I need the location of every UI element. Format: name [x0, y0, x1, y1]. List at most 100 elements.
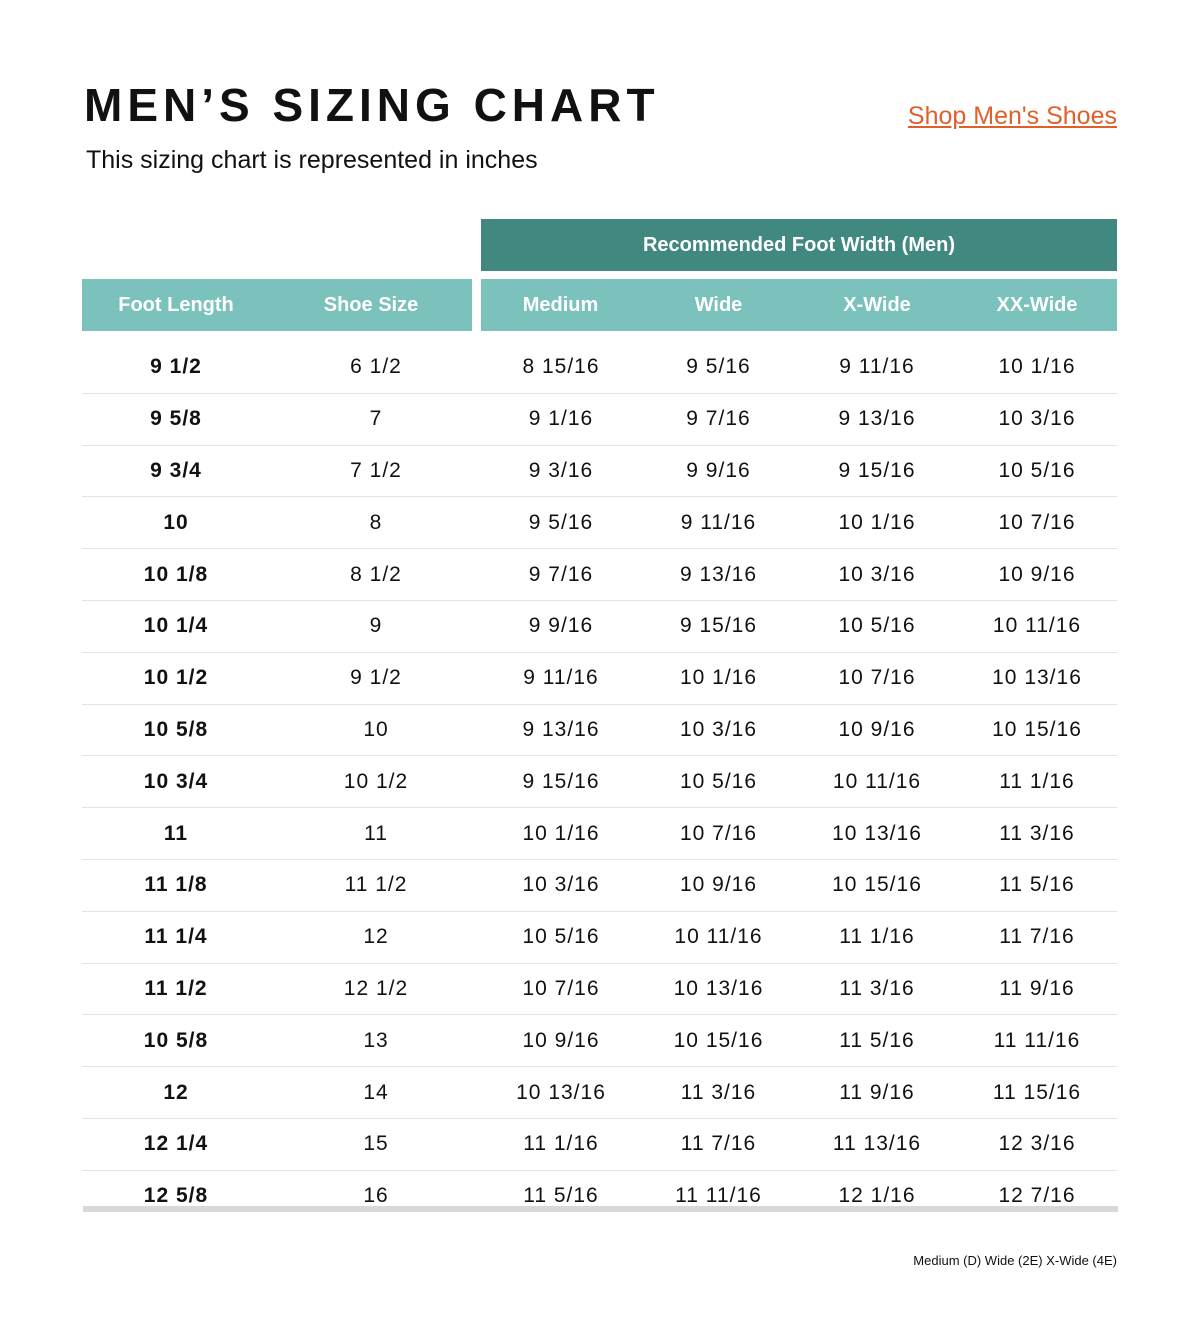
cell-wide: 10 9/16 — [679, 873, 758, 897]
cell-foot-length: 10 1/4 — [143, 614, 209, 638]
cell-foot-length: 9 1/2 — [150, 355, 202, 379]
table-row: 12 1/4 15 11 1/16 11 7/16 11 13/16 12 3/16 — [82, 1119, 1117, 1171]
cell-x-wide: 10 1/16 — [838, 510, 916, 534]
col-header-medium: Medium — [522, 293, 599, 316]
cell-shoe-size: 9 — [369, 614, 383, 638]
group-header-foot-width: Recommended Foot Width (Men) — [481, 219, 1117, 271]
cell-medium: 11 5/16 — [523, 1184, 599, 1208]
table-row: 11 1/8 11 1/2 10 3/16 10 9/16 10 15/16 11 5/1… — [82, 860, 1117, 912]
cell-x-wide: 11 5/16 — [839, 1028, 915, 1052]
table-row: 11 1/4 12 10 5/16 10 11/16 11 1/16 11 7/16 — [82, 912, 1117, 964]
table-row: 10 8 9 5/16 9 11/16 10 1/16 10 7/16 — [82, 497, 1117, 550]
cell-x-wide: 11 3/16 — [839, 976, 915, 1000]
cell-wide: 10 3/16 — [679, 717, 758, 741]
table-bottom-divider — [83, 1206, 1118, 1212]
cell-shoe-size: 12 — [363, 925, 389, 949]
cell-shoe-size: 16 — [363, 1184, 389, 1208]
table-body: 9 1/2 6 1/2 8 15/16 9 5/16 9 11/16 10 1/16 9 5… — [82, 342, 1117, 1222]
cell-xx-wide: 12 3/16 — [998, 1132, 1076, 1156]
cell-medium: 10 5/16 — [522, 925, 600, 949]
cell-shoe-size: 10 1/2 — [343, 769, 409, 793]
cell-xx-wide: 10 1/16 — [998, 355, 1076, 379]
cell-medium: 10 9/16 — [522, 1028, 600, 1052]
cell-medium: 9 15/16 — [522, 769, 600, 793]
cell-xx-wide: 10 3/16 — [998, 407, 1076, 431]
cell-medium: 10 3/16 — [522, 873, 600, 897]
cell-wide: 10 1/16 — [679, 666, 758, 690]
cell-medium: 8 15/16 — [522, 355, 600, 379]
table-row: 10 5/8 10 9 13/16 10 3/16 10 9/16 10 15/16 — [82, 705, 1117, 757]
cell-wide: 10 15/16 — [673, 1028, 764, 1052]
cell-medium: 9 7/16 — [528, 562, 594, 586]
cell-shoe-size: 11 — [364, 821, 388, 845]
cell-medium: 9 13/16 — [522, 717, 600, 741]
cell-foot-length: 11 1/4 — [144, 925, 208, 949]
cell-x-wide: 9 13/16 — [838, 407, 916, 431]
cell-foot-length: 9 3/4 — [150, 458, 202, 482]
table-row: 10 1/2 9 1/2 9 11/16 10 1/16 10 7/16 10 13/16 — [82, 653, 1117, 705]
cell-foot-length: 12 5/8 — [143, 1184, 209, 1208]
cell-wide: 10 11/16 — [674, 925, 763, 949]
page-subtitle: This sizing chart is represented in inch… — [86, 146, 538, 174]
cell-x-wide: 11 1/16 — [839, 925, 915, 949]
cell-xx-wide: 10 11/16 — [992, 614, 1082, 638]
cell-foot-length: 9 5/8 — [150, 407, 202, 431]
col-header-xx-wide: XX-Wide — [996, 293, 1078, 316]
cell-shoe-size: 7 — [369, 407, 383, 431]
cell-x-wide: 11 9/16 — [839, 1080, 915, 1104]
cell-wide: 9 11/16 — [680, 510, 757, 534]
table-row: 9 5/8 7 9 1/16 9 7/16 9 13/16 10 3/16 — [82, 394, 1117, 446]
cell-xx-wide: 11 7/16 — [999, 925, 1075, 949]
cell-xx-wide: 11 5/16 — [999, 873, 1075, 897]
col-header-shoe-size: Shoe Size — [323, 293, 419, 316]
width-footnote: Medium (D) Wide (2E) X-Wide (4E) — [913, 1253, 1117, 1268]
cell-wide: 11 3/16 — [680, 1080, 757, 1104]
cell-shoe-size: 10 — [363, 717, 389, 741]
cell-x-wide: 11 13/16 — [832, 1132, 922, 1156]
cell-x-wide: 10 15/16 — [832, 873, 922, 897]
cell-xx-wide: 11 9/16 — [999, 976, 1075, 1000]
cell-shoe-size: 7 1/2 — [350, 458, 402, 482]
cell-shoe-size: 11 1/2 — [344, 873, 408, 897]
cell-wide: 9 13/16 — [679, 562, 758, 586]
cell-medium: 9 11/16 — [523, 666, 599, 690]
cell-foot-length: 10 5/8 — [143, 1028, 209, 1052]
table-row: 9 3/4 7 1/2 9 3/16 9 9/16 9 15/16 10 5/16 — [82, 446, 1117, 498]
cell-wide: 9 15/16 — [679, 614, 758, 638]
shop-mens-shoes-link[interactable]: Shop Men's Shoes — [907, 102, 1117, 130]
cell-foot-length: 11 1/8 — [144, 873, 208, 897]
table-row: 10 1/4 9 9 9/16 9 15/16 10 5/16 10 11/16 — [82, 601, 1117, 653]
cell-x-wide: 10 9/16 — [838, 717, 916, 741]
cell-foot-length: 10 5/8 — [143, 717, 209, 741]
cell-x-wide: 10 7/16 — [838, 666, 916, 690]
cell-foot-length: 11 1/2 — [144, 976, 208, 1000]
cell-x-wide: 12 1/16 — [838, 1184, 916, 1208]
cell-shoe-size: 15 — [363, 1132, 389, 1156]
cell-wide: 11 7/16 — [680, 1132, 757, 1156]
cell-x-wide: 10 11/16 — [832, 769, 922, 793]
cell-x-wide: 10 13/16 — [832, 821, 922, 845]
cell-xx-wide: 10 13/16 — [992, 666, 1082, 690]
cell-foot-length: 12 — [163, 1080, 189, 1104]
cell-x-wide: 10 5/16 — [838, 614, 916, 638]
cell-shoe-size: 8 1/2 — [350, 562, 402, 586]
cell-medium: 11 1/16 — [523, 1132, 599, 1156]
cell-medium: 9 3/16 — [528, 458, 594, 482]
cell-shoe-size: 12 1/2 — [343, 976, 409, 1000]
cell-foot-length: 10 1/2 — [143, 666, 209, 690]
page-title: MEN’S SIZING CHART — [84, 79, 660, 131]
table-row: 10 3/4 10 1/2 9 15/16 10 5/16 10 11/16 11 1/1… — [82, 756, 1117, 809]
table-row: 10 1/8 8 1/2 9 7/16 9 13/16 10 3/16 10 9/16 — [82, 549, 1117, 601]
cell-wide: 9 9/16 — [686, 458, 751, 482]
cell-wide: 10 13/16 — [673, 976, 764, 1000]
cell-medium: 10 7/16 — [522, 976, 600, 1000]
cell-wide: 10 5/16 — [679, 769, 758, 793]
cell-xx-wide: 11 3/16 — [999, 821, 1075, 845]
cell-medium: 9 1/16 — [528, 407, 594, 431]
cell-xx-wide: 10 9/16 — [998, 562, 1076, 586]
cell-wide: 9 5/16 — [686, 355, 751, 379]
cell-shoe-size: 8 — [369, 510, 383, 534]
cell-foot-length: 12 1/4 — [143, 1132, 209, 1156]
cell-xx-wide: 12 7/16 — [998, 1184, 1076, 1208]
